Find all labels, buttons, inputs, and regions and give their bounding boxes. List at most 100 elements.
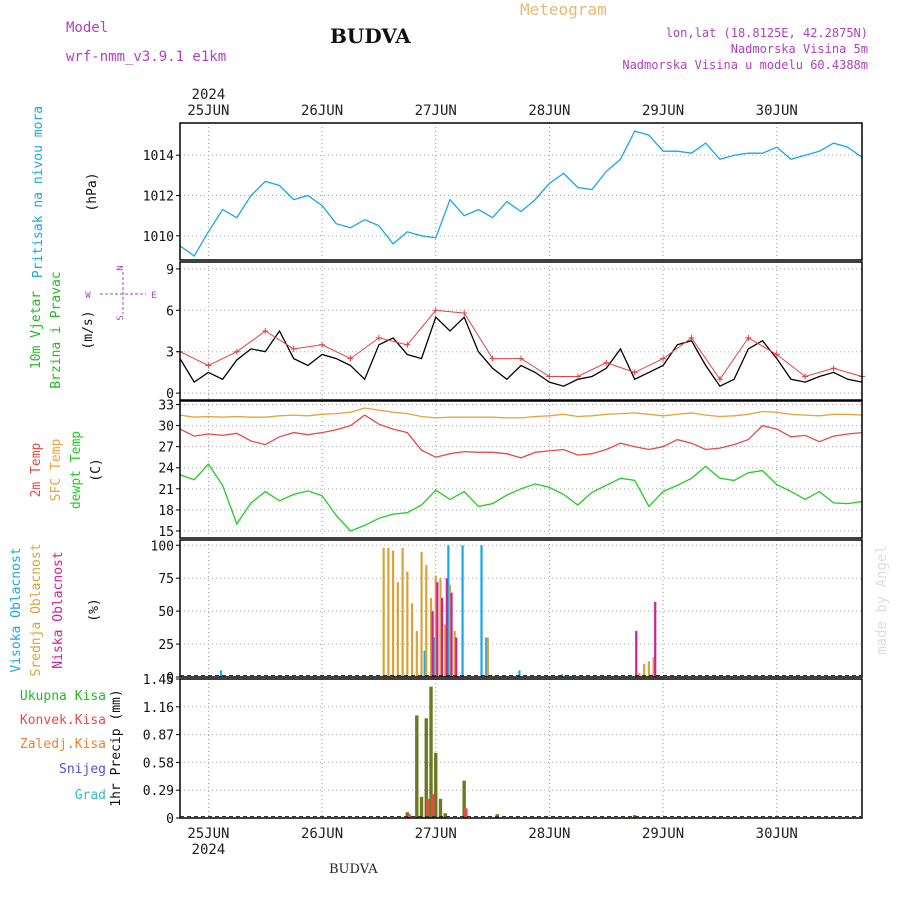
data-bar	[420, 551, 423, 677]
data-bar	[410, 603, 414, 677]
panel-frame	[179, 539, 863, 678]
ytick-label: 30	[158, 420, 174, 435]
precip-legend-label: Zaledj.Kisa	[20, 737, 106, 752]
gust-marker	[319, 341, 326, 348]
year-label-bottom: 2024	[192, 842, 226, 858]
ytick-label: 24	[158, 462, 174, 477]
gust-marker	[205, 362, 212, 369]
series-line	[179, 463, 863, 532]
data-bar	[453, 630, 456, 677]
gust-marker	[461, 310, 468, 317]
model-elevation-text: Nadmorska Visina u modelu 60.4388m	[622, 58, 868, 72]
gust-marker	[489, 355, 496, 362]
day-label-bottom: 27JUN	[415, 826, 457, 842]
data-bar	[464, 808, 468, 818]
data-bar	[431, 611, 434, 677]
gust-marker	[773, 351, 780, 358]
ytick-label: 0.87	[143, 729, 174, 744]
day-label-top: 25JUN	[187, 103, 229, 119]
cloud-axis-label-1: Visoka Oblacnost	[9, 547, 24, 672]
compass-s: S	[116, 315, 126, 320]
gust-marker	[546, 373, 553, 380]
page-title: BUDVA	[330, 24, 411, 48]
panel-frame	[179, 400, 863, 539]
ytick-label: 27	[158, 441, 174, 456]
ytick-label: 0.29	[143, 784, 174, 799]
day-label-top: 27JUN	[415, 103, 457, 119]
data-bar	[424, 718, 428, 818]
series-line	[179, 316, 863, 388]
ytick-label: 0.58	[143, 756, 174, 771]
ytick-label: 25	[158, 638, 174, 653]
temp-axis-label-1: 2m Temp	[29, 442, 44, 497]
series-line	[179, 407, 863, 419]
data-bar	[638, 673, 641, 677]
data-bar	[401, 547, 404, 677]
data-bar	[560, 674, 564, 677]
data-bar	[415, 715, 419, 818]
data-layer	[177, 130, 865, 818]
gust-marker	[830, 365, 837, 372]
cloud-unit-label: (%)	[87, 598, 102, 621]
pressure-axis-label: Pritisak na nivou mora	[31, 106, 46, 278]
precip-legend-label: Snijeg	[59, 762, 106, 777]
data-bar	[425, 565, 428, 677]
day-label-top: 26JUN	[301, 103, 343, 119]
watermark: made by Angel	[874, 545, 890, 655]
model-name: wrf-nmm_v3.9.1 e1km	[66, 49, 227, 65]
label-layer: 202425JUN25JUN26JUN26JUN27JUN27JUN28JUN2…	[9, 87, 890, 858]
data-bar	[396, 582, 399, 677]
data-bar	[461, 545, 464, 677]
ytick-label: 1014	[143, 149, 174, 164]
gust-marker	[603, 359, 610, 366]
series-line	[179, 414, 863, 459]
data-bar	[423, 650, 426, 677]
day-label-bottom: 29JUN	[642, 826, 684, 842]
lonlat-text: lon,lat (18.8125E, 42.2875N)	[665, 26, 868, 40]
gust-marker	[688, 334, 695, 341]
gust-marker	[716, 376, 723, 383]
temp-unit-label: (C)	[89, 458, 104, 481]
precip-legend-label: Ukupna Kisa	[20, 689, 106, 704]
ytick-label: 1.16	[143, 701, 174, 716]
panel-frame	[179, 122, 863, 261]
data-bar	[436, 582, 439, 677]
data-bar	[443, 813, 447, 818]
gust-marker	[518, 355, 524, 362]
series-line	[179, 309, 863, 381]
ytick-label: 50	[158, 605, 174, 620]
cloud-axis-label-2: Srednja Oblacnost	[29, 543, 44, 676]
data-bar	[429, 597, 433, 677]
panel-frame	[179, 261, 863, 401]
ytick-label: 15	[158, 525, 174, 540]
gust-marker	[404, 341, 411, 348]
data-bar	[445, 578, 448, 677]
panel-frame	[179, 678, 863, 819]
data-bar	[450, 592, 453, 677]
data-bar	[444, 624, 447, 677]
ytick-label: 1012	[143, 190, 174, 205]
data-bar	[392, 550, 395, 677]
data-bar	[426, 798, 430, 818]
gust-marker	[432, 307, 439, 314]
elevation-text: Nadmorska Visina 5m	[730, 42, 868, 56]
ytick-label: 0	[166, 812, 174, 827]
ytick-label: 3	[166, 346, 174, 361]
cloud-axis-label-3: Niska Oblacnost	[51, 551, 66, 668]
data-bar	[387, 547, 390, 677]
temp-axis-label-3: dewpt Temp	[69, 431, 84, 509]
day-label-top: 30JUN	[756, 103, 798, 119]
data-bar	[434, 575, 437, 677]
gust-marker	[631, 369, 638, 376]
wind-axis-label-2: Brzina i Pravac	[49, 271, 64, 388]
data-bar	[632, 815, 637, 818]
ytick-label: 9	[166, 263, 174, 278]
data-bar	[431, 794, 435, 818]
wind-unit-label: (m/s)	[81, 310, 96, 349]
ytick-label: 21	[158, 483, 174, 498]
ytick-label: 1.45	[143, 673, 174, 688]
gust-marker	[802, 373, 809, 380]
gust-marker	[574, 373, 581, 380]
day-label-top: 28JUN	[528, 103, 570, 119]
